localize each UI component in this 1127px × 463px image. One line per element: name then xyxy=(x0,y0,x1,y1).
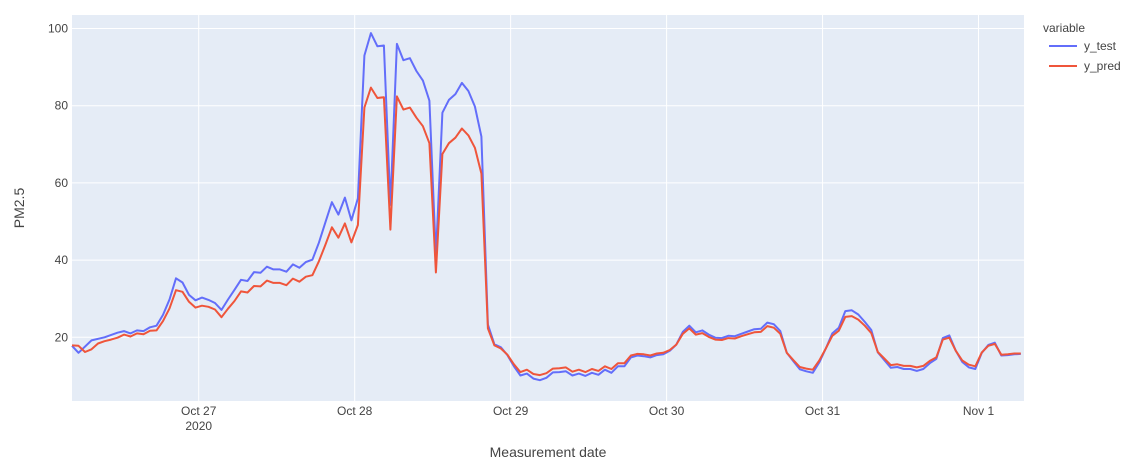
y-axis-title: PM2.5 xyxy=(11,188,27,229)
x-tick-label: Oct 31 xyxy=(805,404,841,418)
series-line-y_test[interactable] xyxy=(71,32,1021,382)
legend-label-y_pred: y_pred xyxy=(1084,59,1121,73)
x-tick-label: Nov 1 xyxy=(963,404,995,418)
legend-item-y_pred[interactable]: y_pred xyxy=(1049,59,1121,73)
x-tick-label: Oct 28 xyxy=(337,404,373,418)
legend-item-y_test[interactable]: y_test xyxy=(1049,39,1117,53)
legend-title: variable xyxy=(1043,21,1085,35)
y-tick-label: 60 xyxy=(55,176,69,190)
x-tick-label: Oct 29 xyxy=(493,404,529,418)
x-axis-title: Measurement date xyxy=(490,444,607,460)
y-tick-label: 100 xyxy=(48,22,68,36)
x-tick-label: Oct 30 xyxy=(649,404,685,418)
grid-lines xyxy=(72,15,1024,401)
series-line-y_pred[interactable] xyxy=(71,86,1021,377)
legend-label-y_test: y_test xyxy=(1084,39,1117,53)
y-tick-label: 80 xyxy=(55,99,69,113)
y-axis-ticks: 20 40 60 80 100 xyxy=(48,22,68,345)
y-tick-label: 40 xyxy=(55,253,69,267)
x-tick-label: Oct 27 xyxy=(181,404,217,418)
x-tick-sublabel: 2020 xyxy=(185,419,212,433)
y-tick-label: 20 xyxy=(55,330,69,344)
plot-background xyxy=(72,15,1024,401)
legend: variable y_test y_pred xyxy=(1043,21,1121,73)
series-lines xyxy=(71,32,1021,382)
